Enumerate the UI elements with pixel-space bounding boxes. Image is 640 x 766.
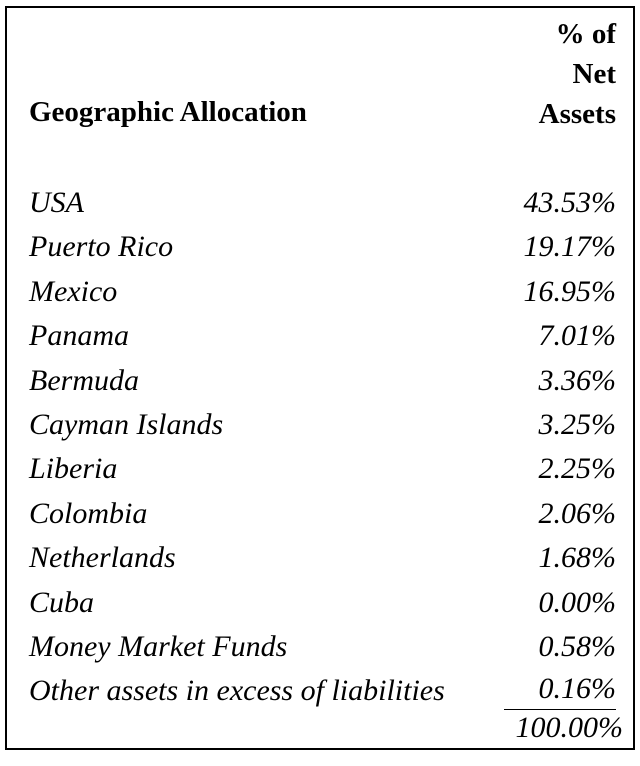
table-row: Puerto Rico 19.17% [29,225,616,269]
percent-value: 3.36% [538,363,617,397]
table-row: Panama 7.01% [29,314,616,358]
column-header-value-line-3: Assets [538,98,616,130]
country-name: Colombia [29,496,148,530]
percent-value: 43.53% [523,186,617,219]
percent-value: 16.95% [523,274,617,308]
table-row: Mexico 16.95% [29,270,616,314]
column-header-label: Geographic Allocation [29,96,307,128]
percent-value: 0.58% [538,629,617,663]
country-name: Bermuda [29,363,139,397]
table-row: Cuba 0.00% [29,581,616,625]
country-name: Cuba [29,585,95,619]
country-name: Mexico [29,274,118,308]
country-name: Netherlands [29,541,176,575]
column-header-value-line-1: % of [555,18,616,50]
country-name: USA [29,186,84,219]
percent-value: 0.16% [504,669,616,711]
column-header-value-line-2: Net [572,58,616,90]
percent-value: 2.25% [538,452,617,486]
allocation-rows: USA 43.53% Puerto Rico 19.17% Mexico 16.… [29,181,616,714]
country-name: Money Market Funds [29,629,288,663]
country-name: Panama [29,319,129,353]
table-row: Colombia 2.06% [29,492,616,536]
country-name: Liberia [29,452,118,486]
table-row: Other assets in excess of liabilities 0.… [29,669,616,713]
table-row: Money Market Funds 0.58% [29,625,616,669]
percent-value: 7.01% [538,319,617,353]
total-value: 100.00% [515,711,624,744]
percent-value: 2.06% [538,496,617,530]
percent-value: 3.25% [538,407,617,441]
table-row: Liberia 2.25% [29,447,616,491]
column-header-value: % of Net Assets [456,14,616,134]
table-row: USA 43.53% [29,181,616,225]
country-name: Puerto Rico [29,230,174,264]
percent-value: 0.00% [538,585,617,619]
table-row: Netherlands 1.68% [29,536,616,580]
table-row: Cayman Islands 3.25% [29,403,616,447]
allocation-table-frame: Geographic Allocation % of Net Assets US… [5,6,635,750]
country-name: Other assets in excess of liabilities [29,674,445,708]
percent-value: 19.17% [523,230,617,264]
table-row: Bermuda 3.36% [29,359,616,403]
percent-value: 1.68% [538,541,617,575]
country-name: Cayman Islands [29,407,224,441]
